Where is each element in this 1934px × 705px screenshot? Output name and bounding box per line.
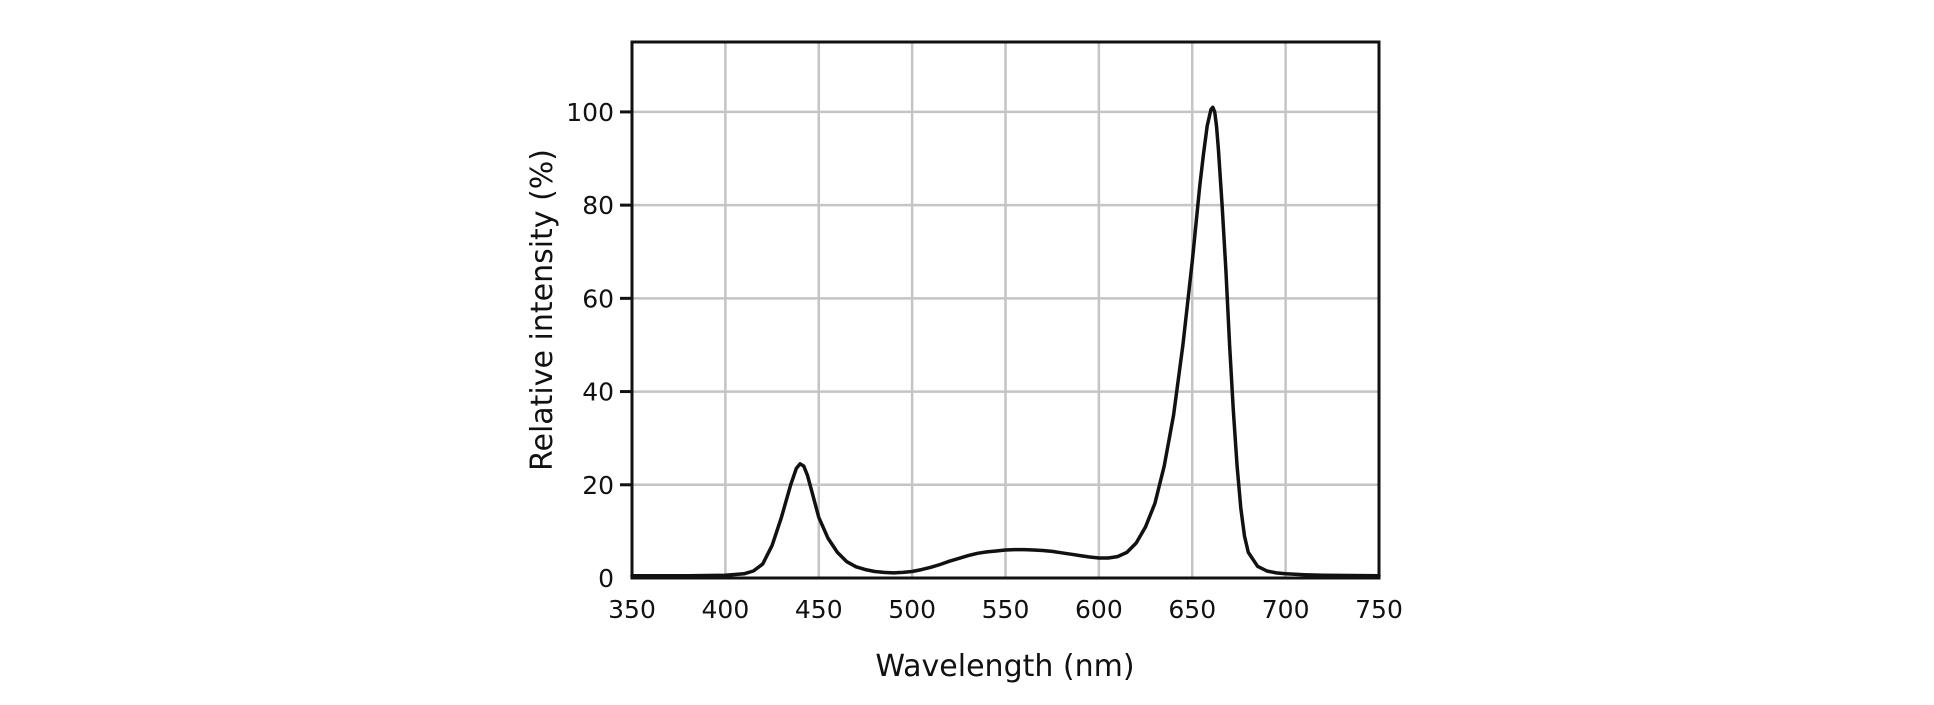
x-tick-label: 650 [1168,595,1216,624]
y-tick-label: 0 [598,564,614,593]
y-tick-label: 100 [566,98,614,127]
x-tick-label: 550 [982,595,1030,624]
tick-marks [620,110,632,487]
grid-lines [632,42,1379,578]
y-axis-tick-labels: 0 20 40 60 80 100 [566,98,614,593]
y-tick-label: 80 [582,191,614,220]
x-axis-label: Wavelength (nm) [875,649,1134,684]
x-tick-label: 750 [1355,595,1403,624]
x-tick-label: 600 [1075,595,1123,624]
x-tick-label: 500 [888,595,936,624]
spectrum-line [630,105,1381,578]
x-tick-label: 450 [795,595,843,624]
y-tick-label: 60 [582,284,614,313]
x-axis-tick-labels: 350 400 450 500 550 600 650 700 750 [608,595,1403,624]
y-axis-label: Relative intensity (%) [525,149,560,471]
plot-frame [630,40,1381,580]
x-tick-label: 700 [1262,595,1310,624]
y-tick-label: 40 [582,378,614,407]
x-tick-label: 350 [608,595,656,624]
y-tick-label: 20 [582,471,614,500]
x-tick-label: 400 [702,595,750,624]
